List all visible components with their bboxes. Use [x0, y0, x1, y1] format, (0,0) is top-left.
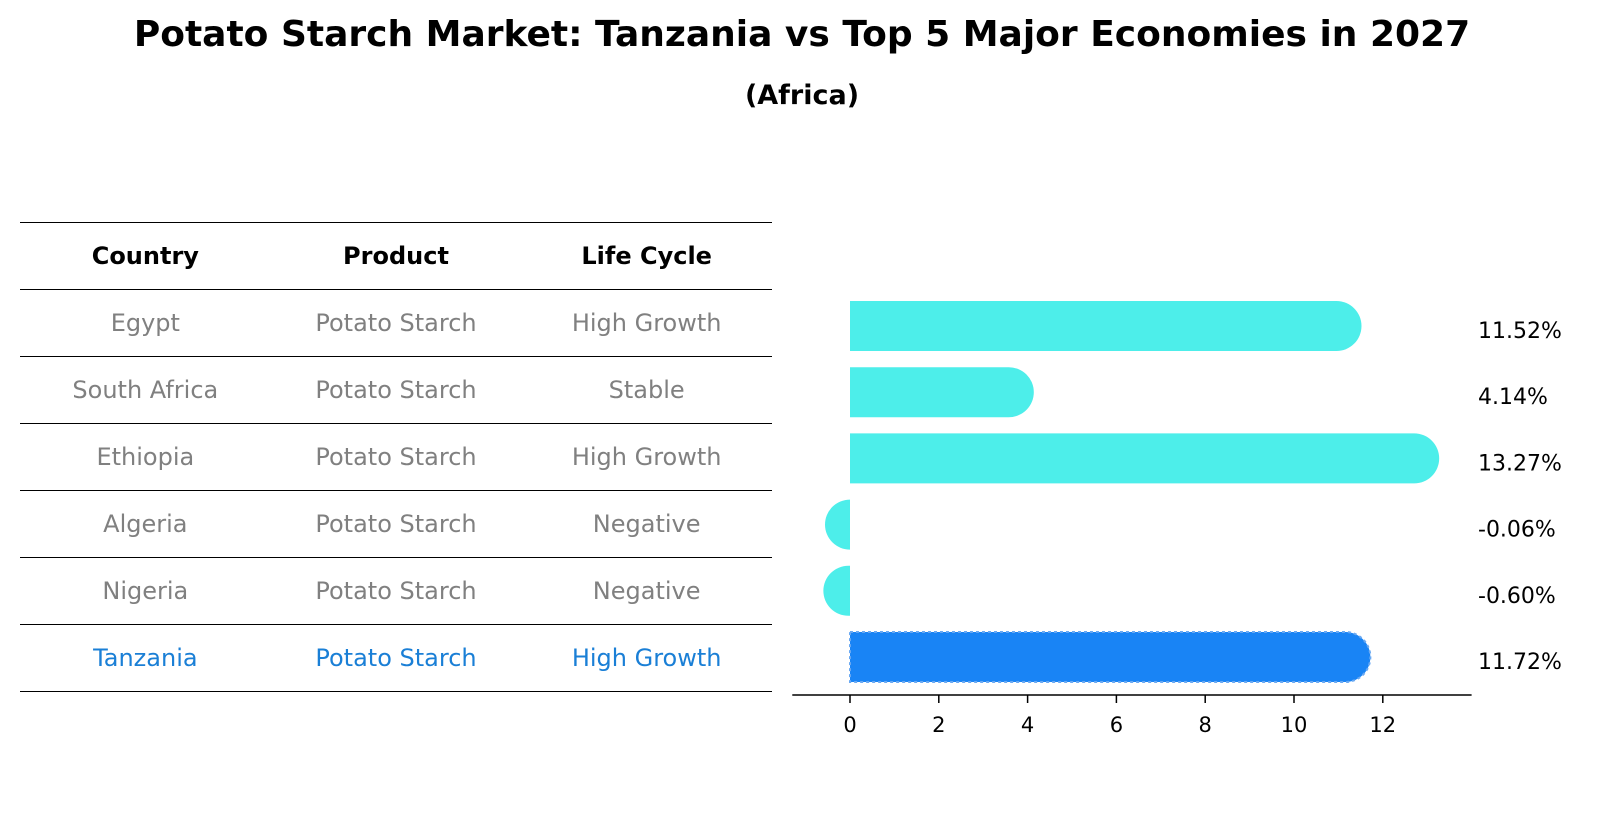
table-row: Ethiopia Potato Starch High Growth	[20, 423, 772, 491]
cell-product: Potato Starch	[270, 289, 522, 357]
x-tick-label: 10	[1281, 713, 1308, 737]
cell-product: Potato Starch	[270, 490, 522, 558]
cell-life-cycle: High Growth	[521, 624, 772, 692]
bar-tanzania	[849, 631, 1372, 683]
value-label: 4.14%	[1478, 385, 1548, 410]
cell-product: Potato Starch	[270, 423, 522, 491]
cell-country: Tanzania	[20, 624, 271, 692]
x-tick-label: 12	[1369, 713, 1396, 737]
x-tick-label: 4	[1021, 713, 1034, 737]
table-row: South Africa Potato Starch Stable	[20, 356, 772, 424]
bar-egypt	[850, 301, 1362, 351]
life-cycle-table: Country Product Life Cycle Egypt Potato …	[20, 222, 772, 692]
cell-life-cycle: Negative	[521, 490, 772, 558]
header-life-cycle: Life Cycle	[521, 222, 772, 290]
header-product: Product	[270, 222, 522, 290]
table-header-row: Country Product Life Cycle	[20, 222, 772, 290]
chart-subtitle: (Africa)	[744, 80, 860, 111]
bar-algeria	[825, 499, 850, 550]
bar-south-africa	[850, 367, 1034, 418]
cell-life-cycle: High Growth	[521, 423, 772, 491]
cell-country: Egypt	[20, 289, 271, 357]
cell-product: Potato Starch	[270, 356, 522, 424]
cell-country: Ethiopia	[20, 423, 271, 491]
table-row-highlight: Tanzania Potato Starch High Growth	[20, 624, 772, 692]
value-label: 13.27%	[1478, 451, 1562, 476]
bar-ethiopia	[850, 433, 1440, 484]
x-tick-label: 6	[1110, 713, 1123, 737]
value-label: 11.72%	[1478, 650, 1562, 675]
cell-country: South Africa	[20, 356, 271, 424]
cell-product: Potato Starch	[270, 624, 522, 692]
cell-life-cycle: High Growth	[521, 289, 772, 357]
value-label: 11.52%	[1478, 319, 1562, 344]
x-tick-label: 2	[932, 713, 945, 737]
x-tick-label: 0	[843, 713, 856, 737]
chart-title: Potato Starch Market: Tanzania vs Top 5 …	[133, 14, 1471, 55]
value-label: -0.06%	[1478, 518, 1556, 543]
cell-country: Nigeria	[20, 557, 271, 625]
table-row: Egypt Potato Starch High Growth	[20, 289, 772, 357]
header-country: Country	[20, 222, 271, 290]
x-tick-label: 8	[1199, 713, 1212, 737]
cell-country: Algeria	[20, 490, 271, 558]
bar-nigeria	[823, 565, 850, 616]
cell-life-cycle: Negative	[521, 557, 772, 625]
table-row: Algeria Potato Starch Negative	[20, 490, 772, 558]
cell-product: Potato Starch	[270, 557, 522, 625]
table-row: Nigeria Potato Starch Negative	[20, 557, 772, 625]
value-label: -0.60%	[1478, 584, 1556, 609]
